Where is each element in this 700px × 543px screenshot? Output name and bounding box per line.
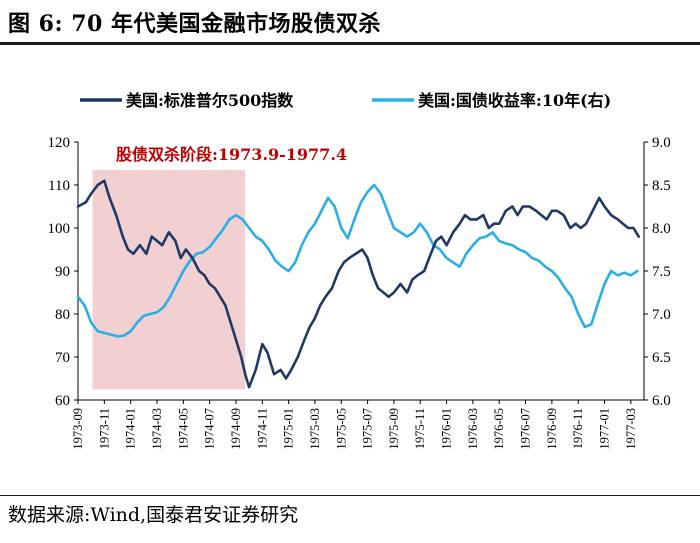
x-tick-label: 1976-01 <box>440 408 454 450</box>
y-left-tick-label: 60 <box>55 393 70 409</box>
shaded-region <box>92 169 246 390</box>
line-chart: 60 70 80 90 100 110 120 6.0 6.5 7.0 7.5 8.0 8.5 9.0 19… <box>48 91 671 450</box>
legend-label-bond: 美国:国债收益率:10年(右) <box>418 91 611 110</box>
y-right-tick-label: 7.5 <box>652 264 671 280</box>
x-tick-label: 1975-09 <box>387 408 401 450</box>
y-left-tick-label: 100 <box>48 221 71 237</box>
series-line-bond-yield <box>76 183 639 338</box>
series-line-sp500 <box>76 179 641 389</box>
y-right-tick-label: 8.0 <box>652 221 671 237</box>
y-right-tick-label: 6.0 <box>652 393 671 409</box>
x-tick-label: 1976-05 <box>492 408 506 450</box>
y-left-tick-label: 120 <box>48 135 71 151</box>
x-tick-label: 1975-11 <box>413 408 427 449</box>
x-tick-label: 1974-07 <box>203 408 217 450</box>
shaded-region-annotation: 股债双杀阶段:1973.9-1977.4 <box>116 145 347 164</box>
x-tick-label: 1976-07 <box>519 408 533 450</box>
x-tick-label: 1974-11 <box>255 408 269 449</box>
y-left-tick-label: 70 <box>55 350 70 366</box>
footer-divider <box>0 495 700 496</box>
y-right-tick-label: 9.0 <box>652 135 671 151</box>
x-tick-label: 1974-05 <box>176 408 190 450</box>
x-tick-label: 1977-03 <box>624 408 638 450</box>
x-tick-label: 1977-01 <box>598 408 612 450</box>
x-tick-label: 1974-01 <box>124 408 138 450</box>
y-right-tick-label: 8.5 <box>652 178 671 194</box>
y-right-tick-label: 6.5 <box>652 350 671 366</box>
x-tick-label: 1976-03 <box>466 408 480 450</box>
x-tick-label: 1976-09 <box>545 408 559 450</box>
x-tick-label: 1975-01 <box>282 408 296 450</box>
figure-title: 图 6: 70 年代美国金融市场股债双杀 <box>8 11 382 37</box>
x-tick-label: 1974-09 <box>229 408 243 450</box>
y-left-tick-label: 110 <box>48 178 70 194</box>
x-tick-label: 1973-11 <box>97 408 111 449</box>
x-tick-label: 1973-09 <box>71 408 85 450</box>
legend-label-sp500: 美国:标准普尔500指数 <box>126 91 294 110</box>
y-right-tick-label: 7.0 <box>652 307 671 323</box>
x-tick-label: 1975-07 <box>361 408 375 450</box>
x-tick-label: 1975-05 <box>334 408 348 450</box>
x-tick-label: 1976-11 <box>571 408 585 449</box>
title-divider <box>0 42 700 45</box>
y-left-tick-label: 80 <box>55 307 70 323</box>
data-source-note: 数据来源:Wind,国泰君安证券研究 <box>8 504 299 526</box>
y-left-tick-label: 90 <box>55 264 70 280</box>
x-tick-label: 1975-03 <box>308 408 322 450</box>
x-tick-label: 1974-03 <box>150 408 164 450</box>
